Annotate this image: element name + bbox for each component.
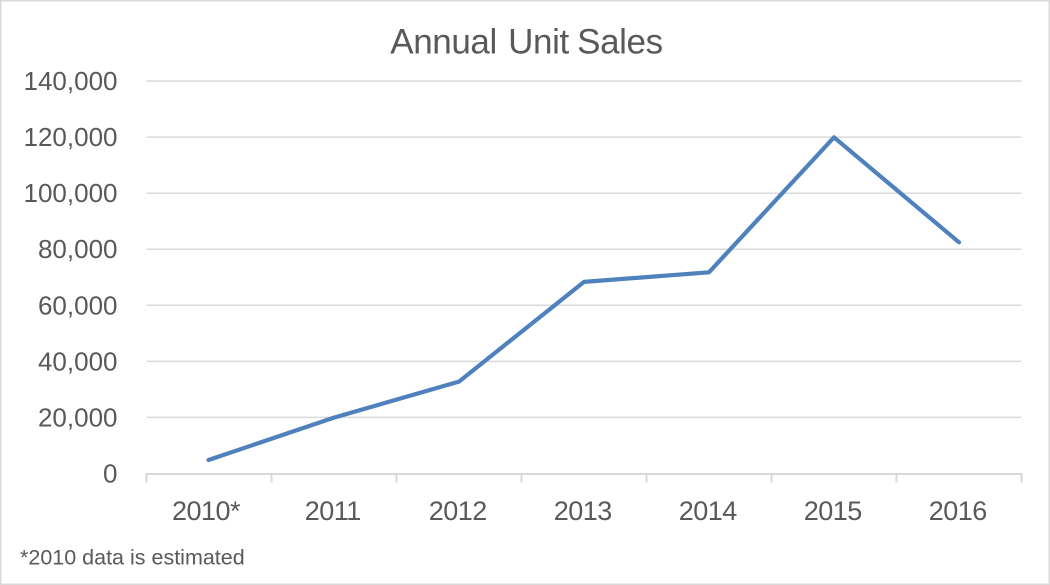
svg-text:2015: 2015 [804, 496, 862, 526]
svg-text:140,000: 140,000 [24, 66, 118, 96]
svg-text:60,000: 60,000 [38, 290, 118, 320]
svg-text:120,000: 120,000 [24, 122, 118, 152]
svg-text:2016: 2016 [929, 496, 987, 526]
svg-text:2013: 2013 [554, 496, 612, 526]
svg-text:0: 0 [103, 459, 117, 489]
svg-text:2012: 2012 [429, 496, 487, 526]
svg-text:100,000: 100,000 [24, 178, 118, 208]
svg-text:40,000: 40,000 [38, 346, 118, 376]
svg-text:2011: 2011 [305, 496, 361, 526]
svg-text:2014: 2014 [679, 496, 738, 526]
svg-text:*2010 data is estimated: *2010 data is estimated [20, 546, 245, 570]
svg-text:80,000: 80,000 [38, 234, 118, 264]
svg-text:Annual Unit Sales: Annual Unit Sales [390, 22, 662, 61]
svg-text:2010*: 2010* [172, 496, 241, 526]
svg-text:20,000: 20,000 [38, 402, 118, 432]
